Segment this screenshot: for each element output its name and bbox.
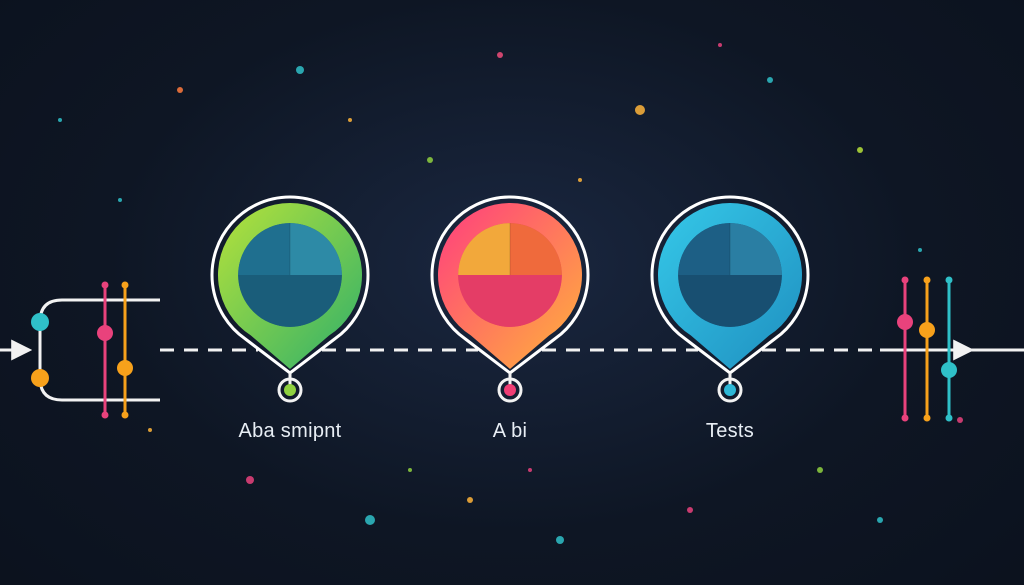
loop-left-path	[40, 300, 160, 400]
particle-dot	[408, 468, 412, 472]
particle-dot	[365, 515, 375, 525]
node-label-1: Aba smipnt	[238, 420, 341, 443]
timeline-node	[432, 197, 588, 401]
left-dot-teal	[31, 313, 49, 331]
particle-dot	[246, 476, 254, 484]
particle-dot	[427, 157, 433, 163]
particle-dot	[635, 105, 645, 115]
particle-dot	[918, 248, 922, 252]
particle-dot	[497, 52, 503, 58]
particle-dot	[767, 77, 773, 83]
particle-dot	[118, 198, 122, 202]
node-label-3: Tests	[706, 420, 754, 443]
left-dot-orange	[31, 369, 49, 387]
particle-dot	[58, 118, 62, 122]
particle-dot	[957, 417, 963, 423]
timeline-node	[652, 197, 808, 401]
particle-dot	[348, 118, 352, 122]
particle-dot	[877, 517, 883, 523]
particle-dot	[177, 87, 183, 93]
particle-dot	[817, 467, 823, 473]
node-label-2: A bi	[493, 420, 528, 443]
particle-dot	[467, 497, 473, 503]
diagram-stage	[0, 0, 1024, 585]
right-stems	[897, 277, 957, 422]
particle-dot	[578, 178, 582, 182]
timeline-node	[212, 197, 368, 401]
particle-dot	[556, 536, 564, 544]
particle-dot	[718, 43, 722, 47]
particle-dot	[528, 468, 532, 472]
inner-left-stems	[97, 282, 133, 419]
particle-dot	[687, 507, 693, 513]
particle-dot	[857, 147, 863, 153]
particle-dot	[296, 66, 304, 74]
particle-dot	[148, 428, 152, 432]
